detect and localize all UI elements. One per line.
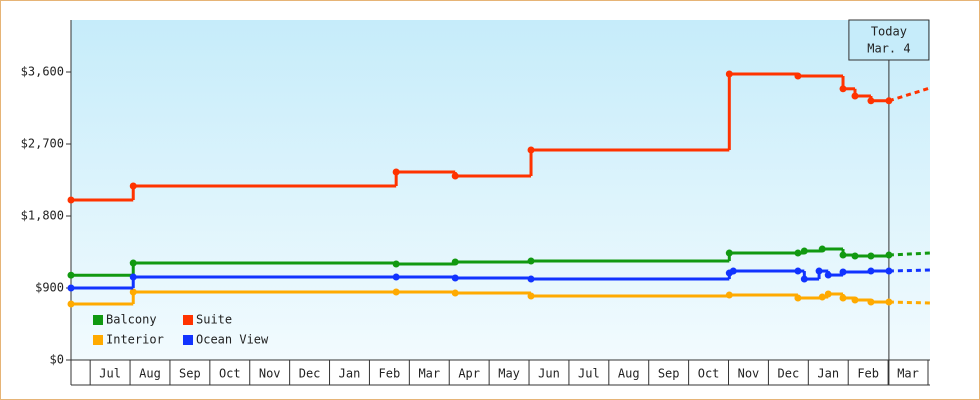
x-tick-label: Dec [778,367,800,381]
point [839,294,847,302]
x-tick-label: Feb [857,367,879,381]
legend-swatch [93,315,103,325]
legend-swatch [183,335,193,345]
point [794,267,802,275]
point [129,288,137,296]
legend-label: Ocean View [196,333,269,347]
point [818,245,826,253]
point [129,182,137,190]
projection [888,300,931,305]
point [451,289,459,297]
y-tick-label: $0 [50,353,64,367]
y-tick-label: $900 [35,281,64,295]
legend-swatch [93,335,103,345]
x-tick-label: Jul [578,367,600,381]
x-tick-label: Sep [179,367,201,381]
point [800,275,808,283]
x-tick-label: Aug [139,367,161,381]
point [67,284,75,292]
point [129,259,137,267]
point [824,271,832,279]
point [818,293,826,301]
x-tick-label: Dec [299,367,321,381]
point [867,298,875,306]
plot-area [71,20,930,360]
point [839,85,847,93]
point [67,300,75,308]
point [392,288,400,296]
legend-label: Suite [196,313,232,327]
point [794,294,802,302]
point [867,252,875,260]
point [824,290,832,298]
legend-swatch [183,315,193,325]
y-tick-label: $2,700 [21,137,64,151]
x-tick-label: Oct [219,367,241,381]
today-label: Today [871,25,907,39]
legend-label: Interior [106,333,164,347]
point [527,257,535,265]
x-tick-label: Jan [817,367,839,381]
point [67,196,75,204]
point [67,271,75,279]
point [867,97,875,105]
legend-label: Balcony [106,313,157,327]
x-tick-label: May [498,367,520,381]
point [725,70,733,78]
point [800,247,808,255]
x-tick-label: Apr [458,367,480,381]
point [129,273,137,281]
projection [888,268,931,273]
x-tick-label: Jul [99,367,121,381]
projection [888,251,931,257]
point [451,258,459,266]
x-tick-label: Aug [618,367,640,381]
point [851,92,859,100]
point [794,249,802,257]
y-tick-label: $1,800 [21,209,64,223]
x-tick-label: Oct [698,367,720,381]
x-tick-label: Nov [738,367,760,381]
point [867,267,875,275]
point [451,274,459,282]
point [794,72,802,80]
today-box [848,19,930,61]
point [527,146,535,154]
point [851,296,859,304]
today-date: Mar. 4 [867,42,910,56]
point [392,168,400,176]
point [729,267,737,275]
projection [888,86,931,103]
point [839,251,847,259]
x-tick-label: Sep [658,367,680,381]
point [451,172,459,180]
point [527,292,535,300]
y-tick-label: $3,600 [21,65,64,79]
point [725,249,733,257]
x-tick-label: Mar [897,367,919,381]
x-tick-label: Nov [259,367,281,381]
point [851,252,859,260]
point [725,291,733,299]
x-tick-label: Mar [418,367,440,381]
point [392,260,400,268]
point [392,273,400,281]
point [815,267,823,275]
x-tick-label: Jan [339,367,361,381]
x-tick-label: Feb [379,367,401,381]
point [527,275,535,283]
x-tick-label: Jun [538,367,560,381]
point [839,268,847,276]
